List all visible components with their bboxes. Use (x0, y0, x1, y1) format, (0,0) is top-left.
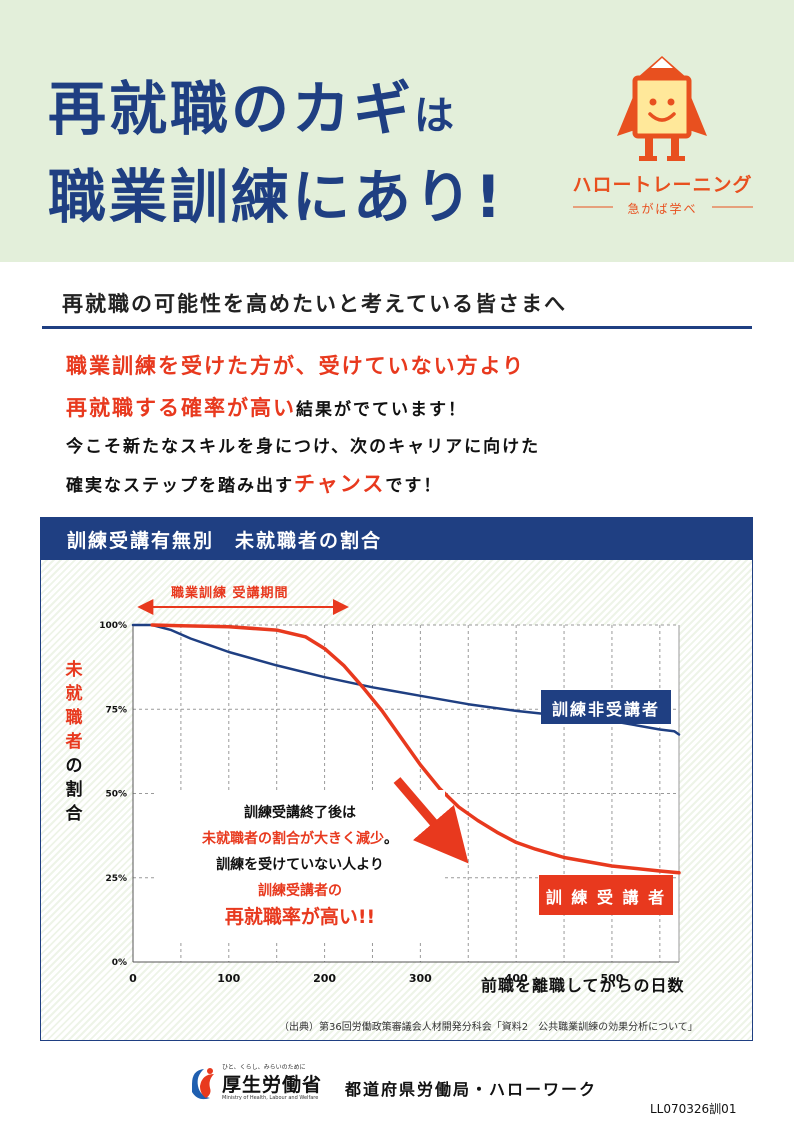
intro-line-4-text: 確実なステップを踏み出す (66, 476, 294, 496)
legend-non-trainee: 訓練非受講者 (541, 690, 671, 724)
footer-offices: 都道府県労働局・ハローワーク (345, 1080, 598, 1099)
headline-line-1: 再就職のカギは (48, 62, 457, 146)
y-axis-label-char-0: 未 (65, 660, 83, 680)
intro-line-4: 確実なステップを踏み出すチャンスです！ (66, 468, 442, 498)
headline-line-1-main: 再就職のカギ (48, 75, 415, 143)
intro-line-1: 職業訓練を受けた方が、受けていない方より (66, 354, 526, 378)
x-tick-label: 200 (313, 972, 336, 985)
intro-line-2-text: 結果がでています！ (296, 400, 467, 420)
legend-trainee: 訓 練 受 講 者 (539, 875, 673, 915)
intro-line-4-highlight: チャンス (294, 472, 386, 496)
callout-line-5: 再就職率が高い!! (224, 906, 376, 928)
intro-line-2-highlight: 再就職する確率が高い (66, 396, 296, 420)
x-axis-label: 前職を離職してからの日数 (481, 976, 685, 995)
mascot-leg-left (645, 136, 653, 158)
emblem-dot (207, 1068, 213, 1074)
mascot-eye-right (667, 98, 675, 106)
pencil-mascot-icon (617, 56, 707, 161)
callout-line-2-tail: 。 (384, 831, 398, 847)
y-axis-label-char-3: 者 (65, 732, 83, 752)
mascot-foot-right (667, 156, 685, 161)
callout-line-4: 訓練受講者の (258, 883, 342, 899)
x-tick-label: 100 (217, 972, 240, 985)
chart-axes (132, 625, 680, 963)
y-axis-label-char-6: 合 (65, 804, 83, 824)
emblem-blue (192, 1069, 210, 1100)
series-line-trainee (150, 623, 681, 875)
x-tick-label: 500 (600, 972, 623, 985)
emblem-red (200, 1074, 214, 1098)
source-citation: （出典）第36回労働政策審議会人材開発分科会「資料2 公共職業訓練の効果分析につ… (279, 1022, 698, 1033)
headline-line-2-main: 職業訓練にあり (48, 163, 476, 231)
tagline-rules (573, 206, 753, 208)
ministry-name-en: Ministry of Health, Labour and Welfare (222, 1095, 319, 1101)
x-tick-label: 0 (129, 972, 137, 985)
headline-line-2: 職業訓練にあり! (48, 150, 504, 234)
mascot-foot-left (639, 156, 657, 161)
logo-tagline: 急がば学べ (627, 202, 698, 216)
ministry-tagline: ひと、くらし、みらいのために (222, 1064, 306, 1071)
y-axis-label-char-1: 就 (65, 684, 83, 704)
mascot-smile (648, 112, 676, 122)
callout-line-2-highlight: 未就職者の割合が大きく減少 (202, 831, 384, 847)
document-code: LL070326訓01 (650, 1102, 737, 1116)
ministry-name: 厚生労働省 (222, 1074, 323, 1096)
mascot-arm-right (689, 92, 707, 136)
y-axis-label: 未就職者 の割合 (61, 658, 87, 826)
y-axis-label-char-2: 職 (65, 708, 83, 728)
intro-line-2: 再就職する確率が高い結果がでています！ (66, 392, 467, 422)
mascot-body (632, 75, 692, 139)
callout-box: 訓練受講終了後は 未就職者の割合が大きく減少。 訓練を受けていない人より 訓練受… (155, 790, 445, 940)
y-tick-label: 100% (99, 621, 127, 631)
intro-line-4-tail: です！ (385, 476, 443, 496)
callout-line-2: 未就職者の割合が大きく減少。 (155, 828, 445, 848)
y-axis-label-black: の割合 (61, 754, 87, 826)
hello-training-logo: ハロートレーニング 急がば学べ (565, 52, 760, 232)
mascot-arm-left (617, 92, 635, 136)
y-tick-label: 25% (105, 874, 127, 884)
chart-ticks: 0% 25% 50% 75% 100% 0 100 200 300 400 500 (99, 621, 624, 985)
y-axis-label-char-5: 割 (65, 780, 83, 800)
callout-line-1: 訓練受講終了後は (244, 805, 356, 821)
y-tick-label: 50% (105, 790, 127, 800)
headline-line-1-tail: は (414, 93, 458, 139)
mascot-leg-right (671, 136, 679, 158)
ministry-emblem-icon (192, 1068, 214, 1100)
training-period-label: 職業訓練 受講期間 (171, 586, 289, 601)
ministry-logo: ひと、くらし、みらいのために 厚生労働省 Ministry of Health,… (186, 1062, 336, 1104)
mascot-roof-tip (651, 58, 673, 68)
y-axis-label-char-4: の (65, 756, 83, 776)
logo-brand-text: ハロートレーニング (572, 174, 753, 196)
chart-body: 0% 25% 50% 75% 100% 0 100 200 300 400 500 職業訓練 受講期… (41, 560, 752, 1040)
callout-line-3: 訓練を受けていない人より (216, 857, 384, 873)
subtitle-rule (42, 326, 752, 329)
chart-title: 訓練受講有無別 未就職者の割合 (41, 518, 752, 560)
y-axis-label-red: 未就職者 (61, 658, 87, 754)
y-tick-label: 0% (112, 958, 127, 968)
x-tick-label: 300 (409, 972, 432, 985)
mascot-eye-left (649, 98, 657, 106)
intro-line-3: 今こそ新たなスキルを身につけ、次のキャリアに向けた (66, 437, 541, 457)
headline-line-2-tail: ! (475, 163, 505, 231)
x-tick-label: 400 (505, 972, 528, 985)
y-tick-label: 75% (105, 705, 127, 715)
subtitle: 再就職の可能性を高めたいと考えている皆さまへ (62, 292, 567, 316)
chart-panel: 訓練受講有無別 未就職者の割合 0% 25% 50% 75% 100% 0 100 200 30… (40, 517, 753, 1041)
